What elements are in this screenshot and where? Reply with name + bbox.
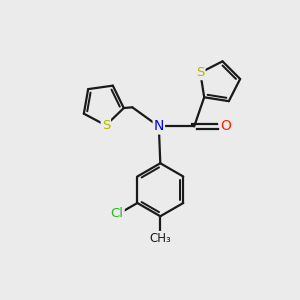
Text: CH₃: CH₃: [149, 232, 171, 245]
Text: S: S: [102, 119, 110, 132]
Text: S: S: [196, 66, 205, 79]
Text: N: N: [154, 119, 164, 134]
Text: O: O: [220, 119, 231, 134]
Text: Cl: Cl: [111, 207, 124, 220]
